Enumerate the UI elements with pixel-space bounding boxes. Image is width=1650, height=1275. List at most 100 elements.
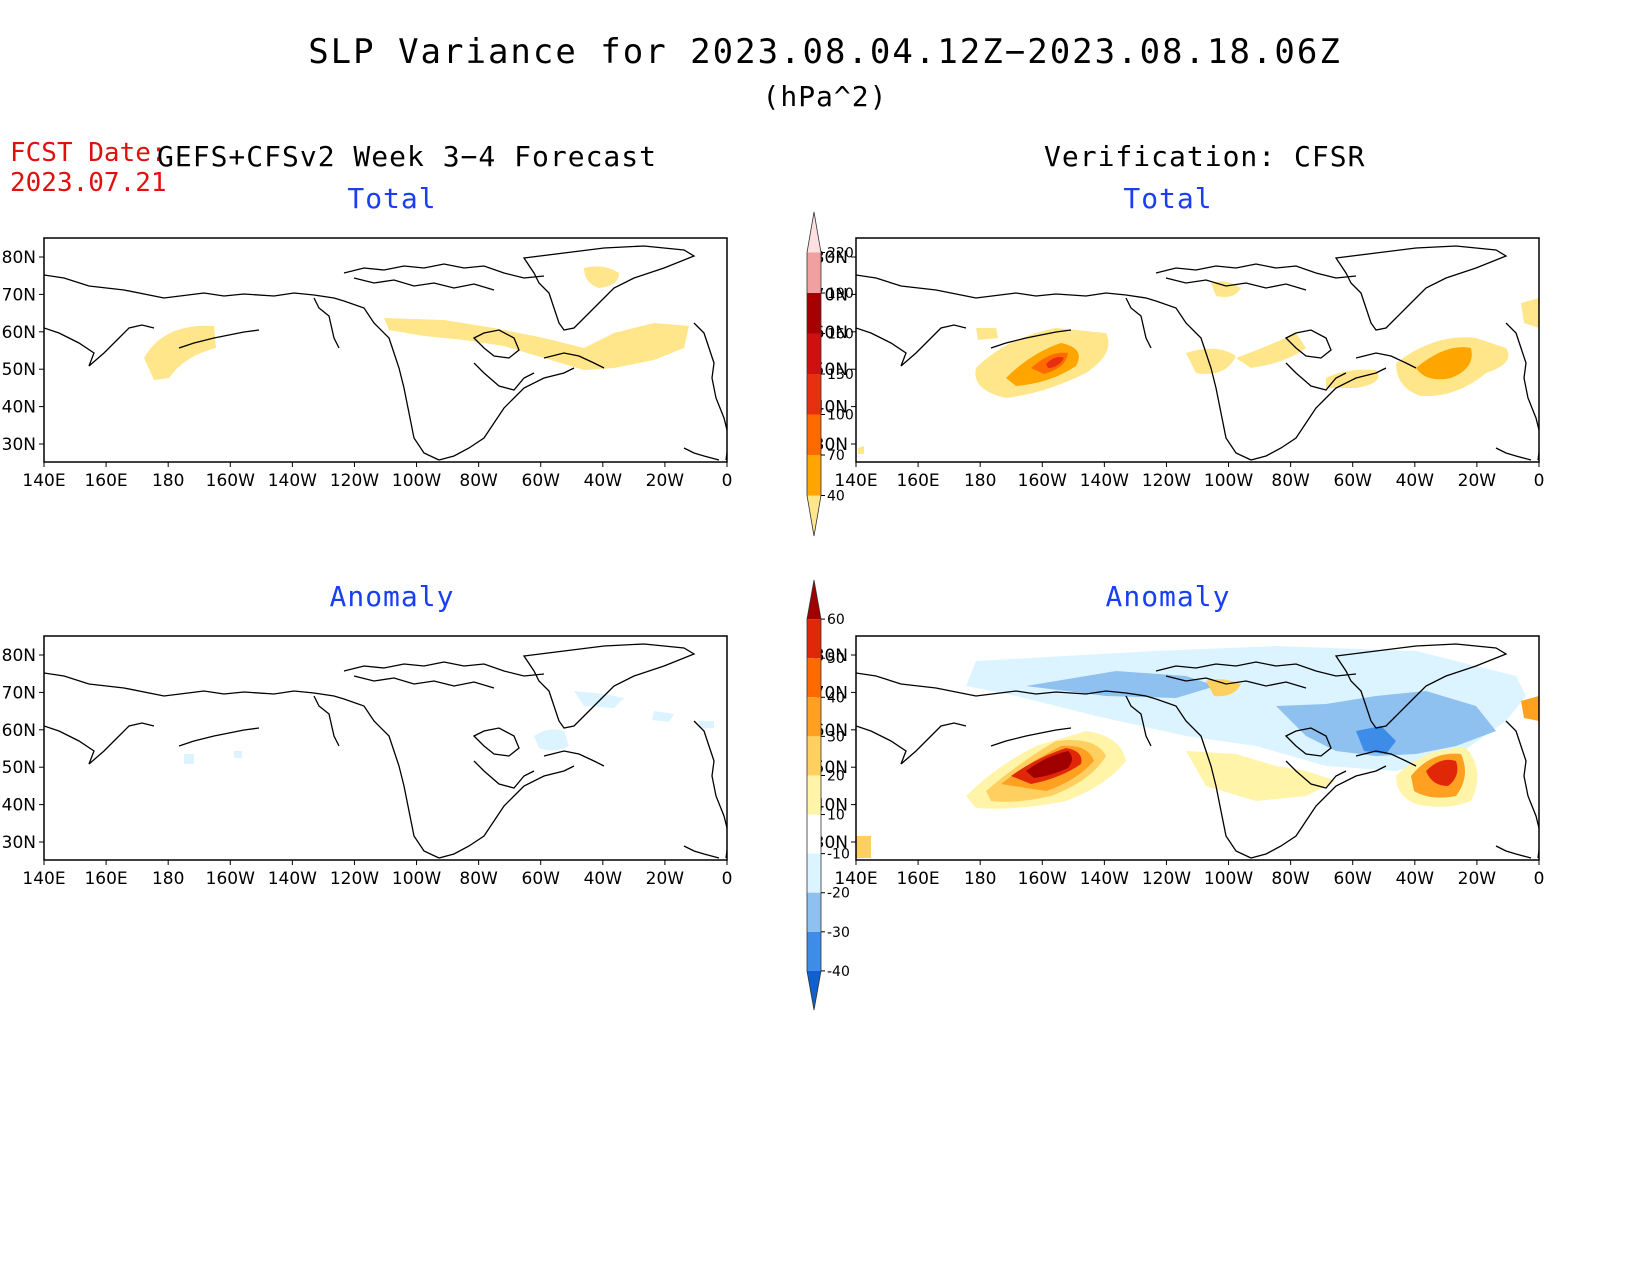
colorbar-segment (807, 619, 821, 659)
anomaly-colorbar: -40 -30 -20 -10 10 20 30 40 50 60 (806, 579, 850, 1011)
lat-tick-label: 70N (814, 285, 848, 305)
forecast-header: GEFS+CFSv2 Week 3−4 Forecast (157, 140, 658, 173)
lon-tick-label: 180 (152, 471, 184, 491)
lon-tick-label: 60W (1334, 869, 1373, 889)
shaded-region (1046, 356, 1064, 368)
lat-tick-label: 30N (814, 833, 848, 853)
lon-tick-label: 140W (1080, 869, 1129, 889)
lat-tick-label: 30N (2, 833, 36, 853)
colorbar-segment (807, 892, 821, 932)
colorbar-segment (807, 414, 821, 455)
lat-tick-label: 30N (814, 435, 848, 455)
colorbar-level-label: -30 (827, 925, 850, 941)
shaded-region (1236, 333, 1306, 368)
colorbar-level-label: 130 (827, 367, 854, 383)
lat-tick-label: 40N (2, 398, 36, 418)
colorbar-segment (807, 580, 821, 620)
total-colorbar: 40 70 100 130 160 190 220 (806, 211, 854, 537)
colorbar-segment (807, 736, 821, 776)
lon-tick-label: 60W (522, 869, 561, 889)
lon-tick-label: 180 (964, 471, 996, 491)
lon-tick-label: 160W (1018, 869, 1067, 889)
colorbar-level-label: 60 (827, 612, 845, 628)
verification-anomaly-title: Anomaly (1105, 580, 1231, 613)
colorbar-level-label: 40 (827, 690, 845, 706)
colorbar-level-label: 100 (827, 408, 854, 424)
shaded-region (144, 325, 216, 380)
lon-tick-label: 60W (1334, 471, 1373, 491)
lon-tick-label: 40W (1396, 869, 1435, 889)
shaded-region (184, 754, 194, 764)
lon-tick-label: 160W (206, 869, 255, 889)
colorbar-level-label: 190 (827, 286, 854, 302)
lat-tick-label: 40N (814, 398, 848, 418)
lat-tick-label: 40N (814, 796, 848, 816)
colorbar-level-label: 10 (827, 808, 845, 824)
colorbar-segment (807, 853, 821, 893)
lon-tick-label: 120W (1142, 869, 1191, 889)
shaded-region (858, 446, 864, 454)
shaded-region (1186, 751, 1336, 801)
lon-tick-label: 20W (646, 471, 685, 491)
lon-tick-label: 100W (1204, 471, 1253, 491)
colorbar-segment (807, 814, 821, 854)
colorbar-segment (807, 658, 821, 698)
lon-tick-label: 100W (1204, 869, 1253, 889)
lon-tick-label: 20W (1458, 471, 1497, 491)
forecast-date-block: FCST Date: 2023.07.21 (10, 138, 167, 198)
lon-tick-label: 120W (330, 869, 379, 889)
lon-tick-label: 0 (1534, 869, 1545, 889)
map-frame (43, 635, 728, 861)
lat-tick-label: 60N (2, 721, 36, 741)
lat-tick-label: 80N (2, 646, 36, 666)
colorbar-level-label: -20 (827, 886, 850, 902)
lon-tick-label: 40W (1396, 471, 1435, 491)
lat-tick-label: 50N (814, 360, 848, 380)
lon-tick-label: 140W (1080, 471, 1129, 491)
shaded-region (1356, 726, 1396, 754)
map-frame (855, 237, 1540, 463)
colorbar-level-label: -10 (827, 847, 850, 863)
verification-total-map: 140E 160E 180 160W 140W 120W 100W 80W 60W 40W 20W 0… (814, 237, 1545, 491)
colorbar-level-label: -40 (827, 964, 850, 980)
lat-tick-label: 60N (814, 323, 848, 343)
lon-tick-label: 0 (1534, 471, 1545, 491)
colorbar-segment (807, 293, 821, 334)
lon-tick-label: 180 (964, 869, 996, 889)
lon-tick-label: 20W (646, 869, 685, 889)
colorbar-level-label: 20 (827, 768, 845, 784)
shaded-region (584, 266, 619, 288)
shaded-region (699, 721, 714, 728)
lon-tick-label: 160E (896, 869, 939, 889)
forecast-anomaly-title: Anomaly (329, 580, 455, 613)
lon-tick-label: 80W (1271, 471, 1310, 491)
shaded-region (574, 691, 624, 708)
shaded-region (976, 328, 998, 340)
shaded-region (1186, 348, 1236, 374)
verification-anomaly-map: 140E 160E 180 160W 140W 120W 100W 80W 60W 40W 20W 0… (814, 635, 1545, 889)
lon-tick-label: 160W (206, 471, 255, 491)
lon-tick-label: 140E (22, 869, 65, 889)
shaded-region (1416, 347, 1472, 380)
colorbar-segment (807, 252, 821, 293)
forecast-date-label: FCST Date: (10, 138, 167, 168)
lon-tick-label: 0 (722, 869, 733, 889)
colorbar-segment (807, 931, 821, 971)
colorbar-level-label: 40 (827, 489, 845, 505)
lat-tick-label: 80N (2, 248, 36, 268)
colorbar-level-label: 50 (827, 651, 845, 667)
colorbar-level-label: 30 (827, 729, 845, 745)
shaded-region (652, 711, 674, 722)
units-label: (hPa^2) (762, 80, 888, 113)
lon-tick-label: 160E (84, 869, 127, 889)
lon-tick-label: 160W (1018, 471, 1067, 491)
colorbar-segment (807, 697, 821, 737)
map-frame (43, 237, 728, 463)
lon-tick-label: 180 (152, 869, 184, 889)
lon-tick-label: 140W (268, 471, 317, 491)
shaded-region (1426, 759, 1458, 786)
lon-tick-label: 100W (392, 869, 441, 889)
shaded-region (1326, 369, 1379, 388)
lon-tick-label: 0 (722, 471, 733, 491)
